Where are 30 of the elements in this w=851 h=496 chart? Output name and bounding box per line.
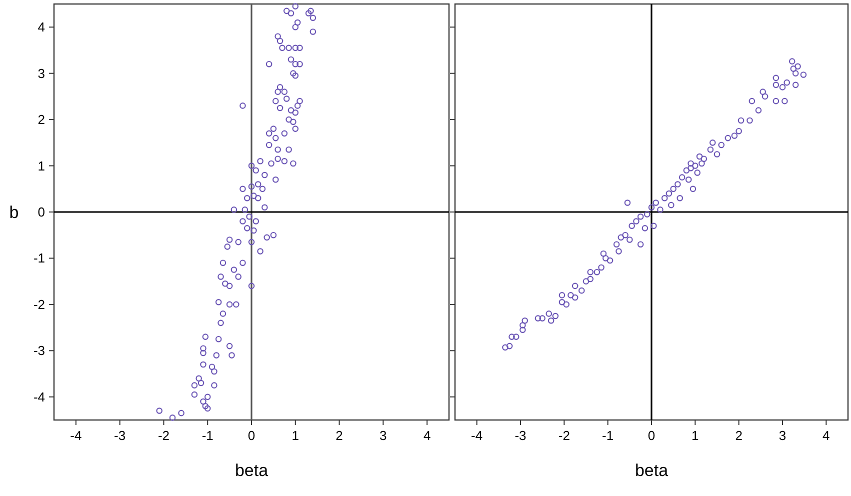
y-tick-label: -3 [33,343,45,358]
x-tick-label: 0 [248,428,256,443]
y-tick-label: 2 [38,112,45,128]
x-tick-label: -1 [602,428,614,443]
y-tick-label: -4 [33,389,45,404]
x-tick-label: 2 [735,428,742,443]
x-tick-label: 2 [336,428,343,443]
x-tick-label: 3 [778,428,786,443]
y-tick-label: 4 [38,20,45,35]
x-tick-label: -3 [114,428,126,443]
y-tick-label: 3 [38,66,45,81]
x-tick-label: 4 [423,428,431,443]
x-tick-label: 4 [822,428,830,443]
x-axis-title: beta [234,461,269,480]
x-tick-label: 1 [692,428,699,443]
y-tick-label: 0 [38,204,45,220]
x-tick-label: 0 [648,428,656,443]
x-tick-label: -3 [514,428,526,443]
x-tick-label: -2 [158,428,170,443]
x-tick-label: -2 [558,428,570,443]
y-tick-label: -1 [33,250,45,266]
x-tick-label: -1 [202,428,214,443]
x-tick-label: 3 [380,428,387,443]
y-axis-title: b [9,203,19,222]
x-tick-label: -4 [70,428,82,443]
y-tick-label: -2 [33,296,45,312]
x-tick-label: 1 [292,428,300,443]
x-tick-label: -4 [471,428,483,443]
x-axis-title: beta [634,461,669,480]
y-tick-label: 1 [38,158,45,174]
